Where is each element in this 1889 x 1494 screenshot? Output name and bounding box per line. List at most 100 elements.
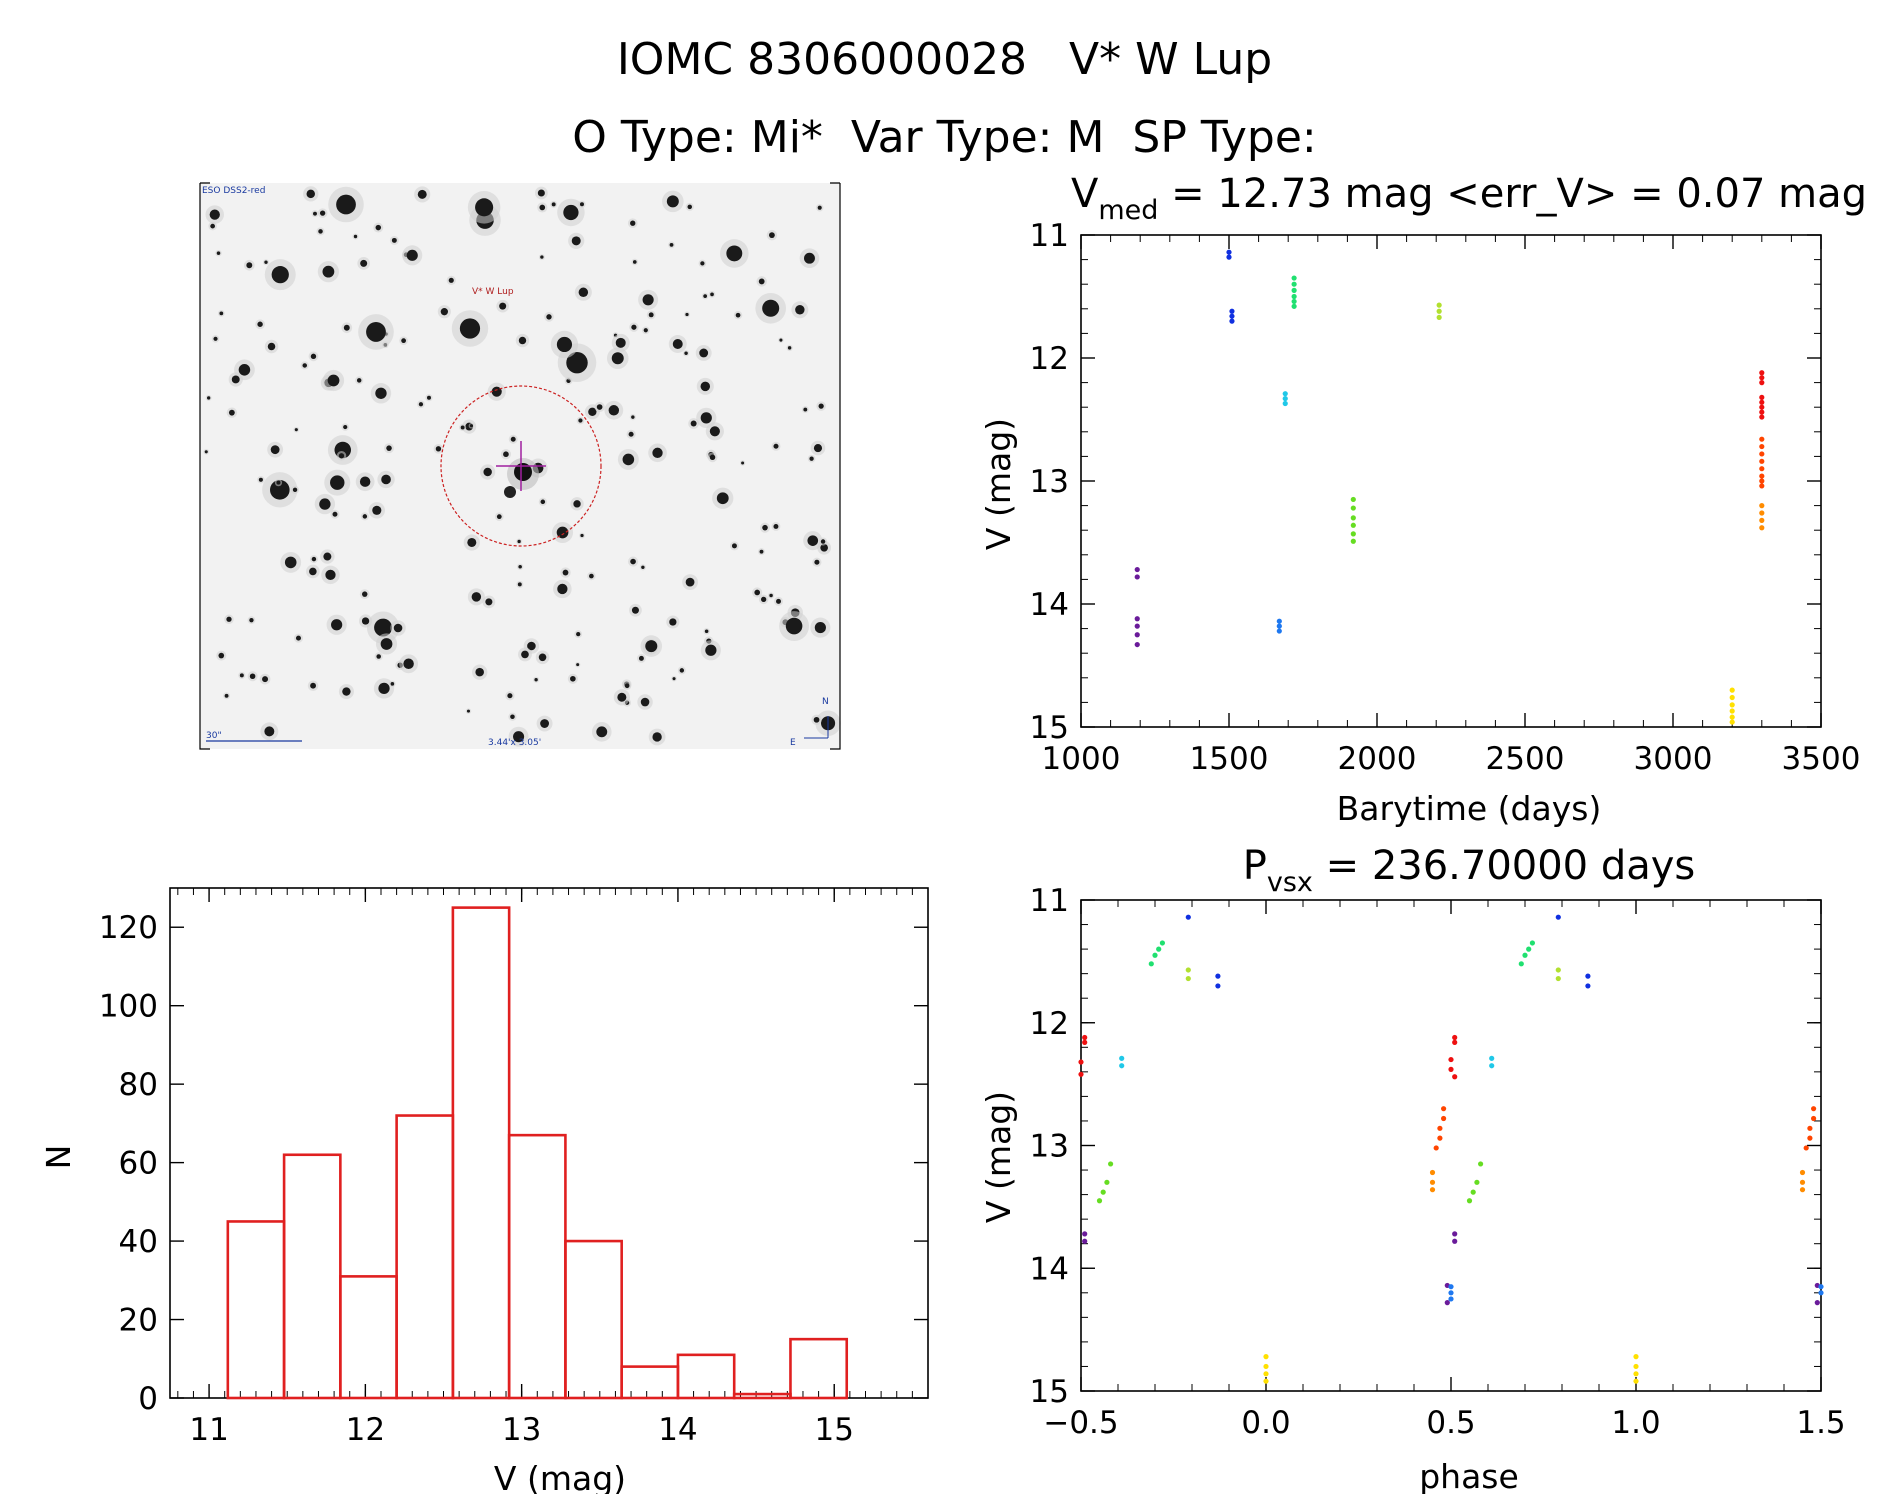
star — [219, 311, 224, 316]
y-tick-label: 15 — [1030, 710, 1069, 746]
data-point — [1759, 451, 1765, 457]
star — [374, 618, 393, 637]
x-tick-label: 3500 — [1782, 741, 1861, 777]
star — [466, 709, 470, 713]
star — [820, 543, 828, 552]
star — [393, 623, 403, 633]
star — [776, 598, 781, 604]
star — [390, 682, 395, 686]
data-point — [1818, 1284, 1824, 1290]
data-point — [1759, 375, 1765, 381]
star — [611, 352, 624, 365]
star — [578, 287, 589, 298]
phased-title: Pvsx = 236.70000 days — [1243, 843, 1696, 898]
star — [709, 454, 716, 461]
star — [726, 245, 743, 262]
star — [804, 252, 815, 264]
histogram-bar — [226, 1220, 286, 1400]
lightcurve-title: Vmed = 12.73 mag <err_V> = 0.07 mag — [1071, 171, 1867, 226]
data-point — [1215, 973, 1221, 979]
star — [267, 342, 276, 351]
target-star — [514, 463, 532, 481]
star — [617, 692, 627, 702]
star — [652, 732, 662, 742]
star — [213, 336, 218, 341]
x-tick-label: 1.5 — [1796, 1405, 1845, 1441]
star — [327, 374, 340, 387]
data-point — [1078, 1059, 1084, 1065]
data-point — [1263, 1378, 1269, 1384]
histogram-bar — [732, 1392, 792, 1400]
star — [769, 232, 775, 239]
star — [596, 404, 603, 410]
data-point — [1729, 694, 1735, 701]
star — [652, 447, 663, 459]
star — [284, 556, 297, 569]
star — [378, 682, 390, 695]
star — [809, 456, 814, 461]
star — [814, 559, 820, 565]
star — [386, 445, 392, 451]
data-point — [1119, 1055, 1125, 1061]
star — [539, 204, 546, 211]
data-point — [1350, 538, 1356, 544]
star — [703, 294, 708, 298]
star — [735, 312, 741, 318]
star — [401, 338, 406, 344]
y-tick-label: 100 — [99, 989, 158, 1025]
star — [483, 467, 492, 477]
histogram-xlabel: V (mag) — [494, 1459, 626, 1494]
star — [258, 477, 263, 482]
star — [310, 682, 316, 689]
data-point — [1441, 1106, 1447, 1112]
x-tick-label: 2000 — [1338, 741, 1417, 777]
data-point — [1350, 505, 1356, 511]
y-tick-label: 15 — [1030, 1374, 1069, 1410]
data-point — [1452, 1074, 1458, 1080]
data-point — [1082, 1238, 1088, 1244]
star — [787, 346, 792, 350]
y-tick-label: 0 — [138, 1381, 158, 1417]
star — [418, 402, 424, 407]
star — [249, 618, 254, 623]
star — [460, 425, 465, 430]
star — [330, 475, 345, 490]
star — [631, 415, 635, 419]
data-point — [1437, 1125, 1443, 1131]
y-tick-label: 40 — [119, 1224, 158, 1260]
star — [224, 693, 229, 698]
data-point — [1526, 946, 1532, 952]
star — [807, 535, 819, 546]
data-point — [1759, 466, 1765, 472]
star — [631, 324, 637, 330]
data-point — [1119, 1063, 1125, 1069]
star — [648, 312, 654, 318]
star — [380, 638, 393, 650]
data-point — [1134, 623, 1140, 629]
data-point — [1291, 275, 1297, 281]
x-tick-label: 15 — [815, 1412, 854, 1448]
star — [684, 351, 688, 356]
data-point — [1759, 443, 1765, 450]
data-point — [1759, 370, 1765, 376]
star — [226, 616, 232, 622]
star — [521, 650, 529, 659]
star — [361, 617, 370, 625]
star — [813, 716, 820, 723]
data-point — [1185, 967, 1191, 973]
x-tick-label: 1000 — [1042, 741, 1121, 777]
star — [818, 403, 824, 409]
star — [322, 265, 335, 278]
lightcurve-chart: Vmed = 12.73 mag <err_V> = 0.07 mag 1000… — [979, 171, 1867, 828]
data-point — [1759, 458, 1765, 464]
star — [820, 539, 826, 544]
star — [679, 668, 685, 673]
star — [638, 655, 644, 661]
data-point — [1448, 1296, 1454, 1302]
y-tick-label: 80 — [119, 1067, 158, 1103]
x-tick-label: −0.5 — [1043, 1405, 1118, 1441]
data-point — [1276, 623, 1282, 629]
data-point — [1436, 314, 1442, 321]
data-point — [1291, 293, 1297, 300]
